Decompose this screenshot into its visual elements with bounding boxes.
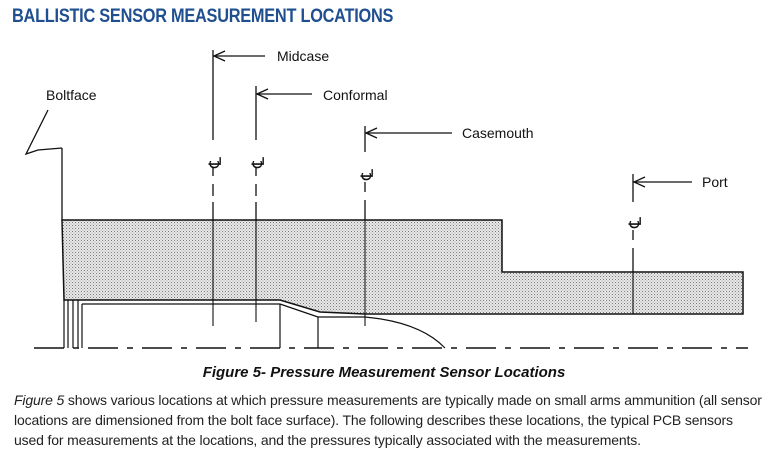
cartridge-case xyxy=(63,300,446,349)
casemouth-label: Casemouth xyxy=(462,125,534,141)
boltface-marker xyxy=(24,109,63,220)
conformal-label: Conformal xyxy=(323,87,388,103)
section-heading: BALLISTIC SENSOR MEASUREMENT LOCATIONS xyxy=(12,6,394,27)
midcase-label: Midcase xyxy=(277,48,329,64)
figure-caption: Figure 5- Pressure Measurement Sensor Lo… xyxy=(202,364,566,381)
midcase-marker xyxy=(212,50,265,326)
port-centerline-symbol: ℄ xyxy=(626,217,646,229)
casemouth-centerline-symbol: ℄ xyxy=(358,169,378,181)
chamber-profile xyxy=(61,219,744,315)
midcase-centerline-symbol: ℄ xyxy=(206,157,226,169)
conformal-marker xyxy=(255,86,312,322)
sensor-location-diagram: Boltface ℄ Midcase ℄ Conformal ℄ Casemou… xyxy=(24,48,748,349)
port-marker xyxy=(632,174,692,314)
body-paragraph: Figure 5 shows various locations at whic… xyxy=(14,390,764,450)
port-label: Port xyxy=(702,174,728,190)
body-text: shows various locations at which pressur… xyxy=(14,392,762,448)
conformal-centerline-symbol: ℄ xyxy=(249,157,269,169)
boltface-label: Boltface xyxy=(46,87,97,103)
figure-reference: Figure 5 xyxy=(14,392,65,408)
casemouth-marker xyxy=(364,126,452,326)
